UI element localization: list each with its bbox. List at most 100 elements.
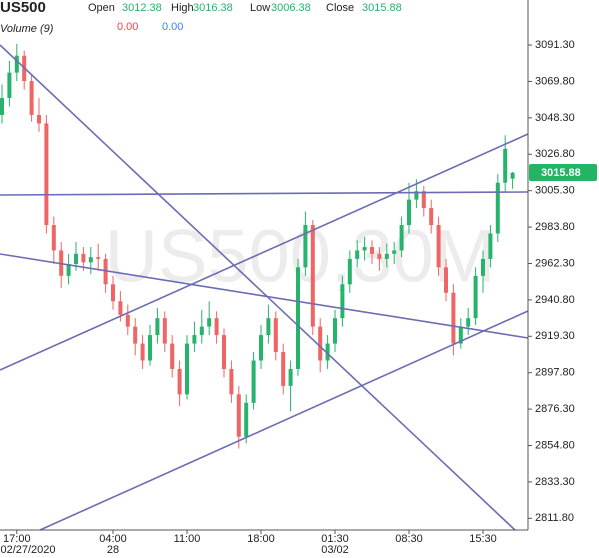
y-tick-label: 2897.80	[535, 367, 575, 379]
y-tick-label: 2962.30	[535, 257, 575, 269]
candle-body	[310, 225, 315, 327]
x-tick-label: 18:00	[247, 533, 275, 545]
candle-body	[125, 314, 130, 327]
x-tick-label: 04:00	[99, 533, 127, 545]
candle-body	[133, 326, 138, 344]
candle-body	[170, 343, 175, 369]
candle-body	[51, 225, 56, 251]
candle-body	[481, 258, 485, 276]
candle-body	[162, 318, 167, 344]
candle-body	[340, 284, 345, 319]
close-label: Close	[326, 2, 354, 14]
candle-body	[140, 343, 145, 361]
high-label: High	[171, 2, 194, 14]
candle-body	[251, 360, 256, 403]
candle-body	[318, 326, 323, 361]
candle-body	[510, 172, 515, 179]
candle-body	[81, 253, 86, 263]
trend-line	[0, 253, 529, 339]
candle-body	[421, 191, 426, 209]
open-value: 3012.38	[122, 2, 162, 14]
candle-body	[7, 72, 12, 99]
x-date-label: 28	[107, 544, 119, 556]
candle-body	[229, 368, 234, 395]
y-tick-label: 3026.80	[535, 148, 575, 160]
candle-body	[88, 257, 93, 263]
candle-body	[355, 250, 360, 259]
candle-body	[44, 123, 49, 226]
y-tick-label: 2919.30	[535, 330, 575, 342]
trend-line	[39, 310, 529, 531]
candle-body	[273, 318, 278, 353]
symbol: US500	[0, 0, 46, 16]
trend-lines	[0, 44, 529, 531]
candle-body	[370, 247, 374, 254]
candle-body	[503, 148, 508, 183]
y-tick-label: 2983.80	[535, 221, 575, 233]
candle-body	[111, 284, 115, 302]
candle-body	[207, 318, 212, 327]
open-label: Open	[88, 2, 115, 14]
high-value: 3016.38	[193, 2, 233, 14]
y-tick-label: 3005.30	[535, 185, 575, 197]
candle-body	[347, 258, 352, 285]
candle-body	[281, 352, 286, 386]
y-tick-label: 3069.80	[535, 75, 575, 87]
y-tick-label: 3048.30	[535, 112, 575, 124]
candle-body	[259, 335, 263, 361]
trend-line	[0, 133, 529, 371]
candle-body	[96, 257, 101, 259]
candle-body	[429, 208, 434, 226]
candle-body	[288, 368, 293, 386]
candle-body	[392, 250, 397, 254]
candle-body	[458, 326, 463, 344]
candle-body	[303, 225, 308, 268]
candle-body	[495, 182, 500, 234]
y-tick-label: 2854.80	[535, 439, 575, 451]
candle-body	[66, 263, 71, 276]
price-tag-label: 3015.88	[541, 167, 581, 179]
candle-body	[362, 247, 367, 251]
candle-body	[118, 301, 123, 315]
candle-body	[155, 318, 160, 336]
candle-body	[399, 225, 404, 251]
candle-body	[185, 343, 189, 395]
candle-body	[451, 292, 456, 344]
candle-body	[199, 326, 204, 336]
low-label: Low	[250, 2, 270, 14]
candle-body	[436, 225, 441, 268]
candle-body	[222, 335, 226, 369]
candle-body	[414, 191, 419, 200]
y-tick-label: 3091.30	[535, 39, 575, 51]
volume-value: 0.00	[117, 21, 138, 33]
candle-body	[384, 253, 389, 259]
low-value: 3006.38	[271, 2, 311, 14]
volume-label: Volume (9)	[0, 23, 54, 35]
candle-body	[407, 199, 411, 226]
x-tick-label: 17:00	[3, 533, 31, 545]
candle-body	[37, 114, 41, 124]
candle-body	[296, 267, 300, 369]
candle-body	[325, 343, 330, 361]
x-tick-label: 01:30	[321, 533, 349, 545]
y-tick-label: 2940.80	[535, 294, 575, 306]
y-tick-label: 2876.30	[535, 403, 575, 415]
candle-body	[488, 233, 493, 259]
candle-body	[192, 335, 197, 344]
candle-body	[148, 335, 152, 361]
close-value: 3015.88	[362, 2, 402, 14]
candle-body	[244, 402, 249, 437]
candle-body	[236, 394, 241, 437]
candle-body	[473, 275, 478, 319]
y-tick-label: 2811.80	[535, 512, 574, 524]
price-tag	[529, 164, 597, 181]
candle-body	[466, 318, 471, 327]
candle-body	[214, 318, 219, 336]
trend-line	[0, 191, 529, 196]
candle-body	[29, 81, 34, 115]
candle-body	[444, 267, 448, 293]
y-tick-label: 2833.30	[535, 476, 575, 488]
x-tick-label: 08:30	[395, 533, 423, 545]
